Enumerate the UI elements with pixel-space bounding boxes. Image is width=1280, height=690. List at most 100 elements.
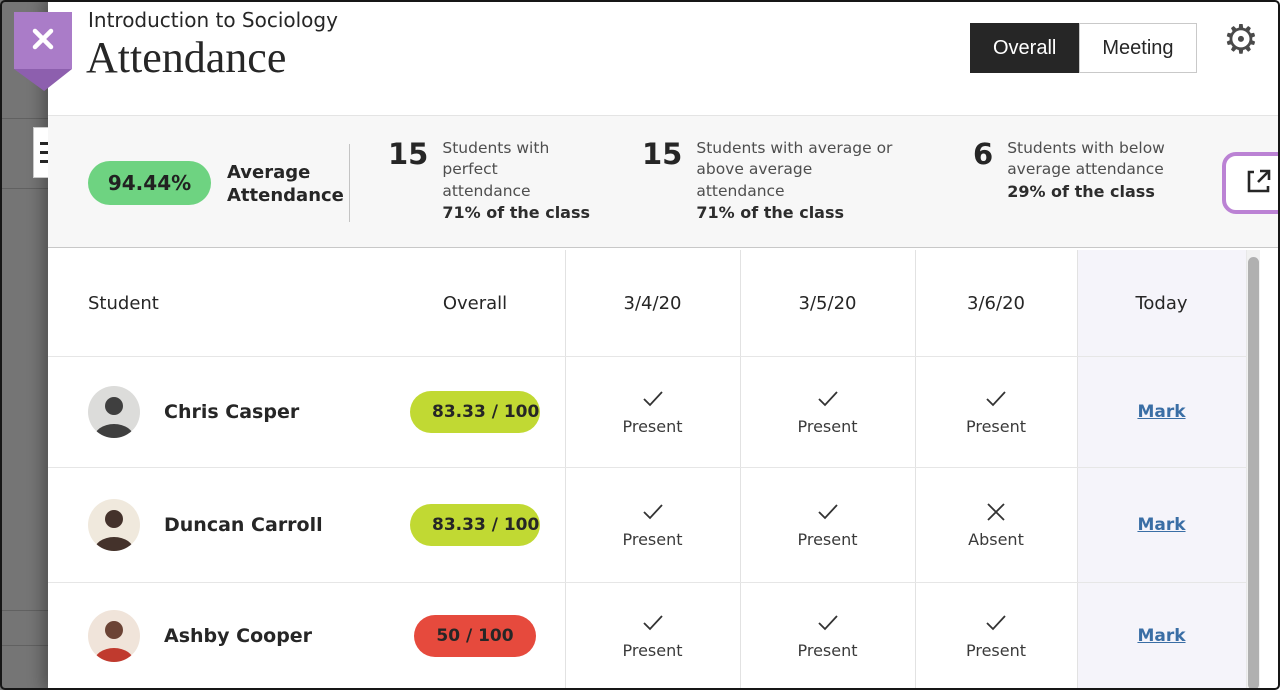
row-divider: [48, 467, 1246, 468]
attendance-status-label: Present: [622, 529, 683, 549]
stat-perfect-attendance: 15 Students with perfect attendance 71% …: [388, 138, 590, 224]
column-header-date: 3/5/20: [798, 292, 857, 314]
attendance-status-label: Present: [965, 641, 1027, 660]
vertical-scrollbar[interactable]: [1248, 257, 1259, 690]
present-check-icon: [984, 612, 1008, 634]
attendance-status-label: Present: [797, 529, 858, 549]
present-check-icon: [641, 501, 665, 523]
overall-score-pill: 83.33 / 100: [410, 390, 540, 433]
overall-tab[interactable]: Overall: [970, 23, 1080, 73]
absent-x-icon: [985, 501, 1007, 523]
sidebar-divider: [0, 188, 48, 189]
course-title: Introduction to Sociology: [88, 8, 338, 32]
average-attendance-pill: 94.44%: [88, 161, 211, 205]
average-attendance-label: Average Attendance: [227, 162, 344, 207]
present-check-icon: [816, 501, 840, 523]
stat-description: Students with average or above average a…: [696, 139, 893, 200]
stats-divider: [349, 144, 350, 222]
hamburger-icon: [40, 151, 54, 154]
close-x-icon: [29, 25, 57, 57]
attendance-status-label: Present: [622, 416, 683, 436]
attendance-cell[interactable]: Present: [915, 582, 1077, 690]
export-new-window-icon: [1242, 165, 1274, 201]
attendance-status-label: Absent: [968, 529, 1024, 549]
overall-score-pill: 83.33 / 100: [410, 503, 540, 546]
attendance-cell[interactable]: Present: [565, 467, 740, 582]
hamburger-icon: [40, 142, 54, 145]
column-divider: [915, 250, 916, 690]
stat-description: Students with below average attendance: [1007, 139, 1165, 179]
today-cell: Mark: [1077, 356, 1246, 467]
today-cell: Mark: [1077, 467, 1246, 582]
today-cell: Mark: [1077, 582, 1246, 690]
stat-highlight: 29% of the class: [1007, 181, 1155, 201]
view-toggle-group: Overall Meeting: [970, 23, 1197, 73]
present-check-icon: [984, 388, 1008, 410]
column-divider: [740, 250, 741, 690]
attendance-status-label: Present: [965, 416, 1027, 436]
attendance-status-label: Present: [797, 416, 858, 436]
mark-attendance-link[interactable]: Mark: [1137, 401, 1186, 422]
row-divider: [48, 582, 1246, 583]
today-column-background: [1077, 250, 1246, 690]
attendance-cell[interactable]: Present: [740, 467, 915, 582]
column-divider: [1246, 250, 1247, 690]
overall-score-cell: 83.33 / 100: [410, 356, 540, 467]
table-row-student: Ashby Cooper: [88, 582, 418, 690]
student-avatar: [88, 498, 140, 551]
summary-stats-bar: 94.44% Average Attendance 15 Students wi…: [48, 116, 1280, 248]
hamburger-icon: [40, 160, 54, 163]
attendance-cell[interactable]: Present: [740, 582, 915, 690]
meeting-tab[interactable]: Meeting: [1079, 23, 1197, 73]
attendance-status-label: Present: [797, 641, 858, 660]
settings-gear-icon[interactable]: ⚙︎: [1223, 17, 1259, 63]
stat-highlight: 71% of the class: [696, 203, 845, 223]
attendance-cell[interactable]: Absent: [915, 467, 1077, 582]
attendance-cell[interactable]: Present: [915, 356, 1077, 467]
stat-above-average: 15 Students with average or above averag…: [642, 138, 898, 224]
stat-count: 6: [973, 137, 994, 171]
sidebar-divider: [0, 645, 48, 646]
column-divider: [565, 250, 566, 690]
attendance-cell[interactable]: Present: [565, 356, 740, 467]
stat-below-average: 6 Students with below average attendance…: [973, 138, 1175, 203]
mark-attendance-link[interactable]: Mark: [1137, 626, 1186, 646]
column-header-today: Today: [1135, 292, 1188, 314]
student-avatar: [88, 610, 140, 662]
attendance-cell[interactable]: Present: [565, 582, 740, 690]
overall-score-cell: 83.33 / 100: [410, 467, 540, 582]
close-panel-button[interactable]: [14, 12, 72, 69]
stat-highlight: 71% of the class: [442, 203, 591, 223]
student-name: Duncan Carroll: [164, 513, 323, 536]
column-divider: [1077, 250, 1078, 690]
present-check-icon: [816, 612, 840, 634]
present-check-icon: [641, 388, 665, 410]
column-header-date: 3/6/20: [967, 292, 1025, 314]
export-attendance-button[interactable]: [1222, 152, 1280, 214]
student-name: Ashby Cooper: [164, 625, 313, 647]
page-title: Attendance: [86, 33, 287, 82]
table-row-student: Chris Casper: [88, 356, 418, 467]
sidebar-divider: [0, 610, 48, 611]
row-divider: [48, 356, 1246, 357]
table-row-student: Duncan Carroll: [88, 467, 418, 582]
header-divider: [48, 115, 1280, 116]
overall-score-cell: 50 / 100: [410, 582, 540, 690]
column-header-student: Student: [88, 292, 159, 314]
sidebar-divider: [0, 118, 48, 119]
student-avatar: [88, 385, 140, 438]
present-check-icon: [641, 612, 665, 634]
background-sidebar: [0, 0, 48, 690]
column-header-date: 3/4/20: [623, 292, 682, 314]
mark-attendance-link[interactable]: Mark: [1137, 514, 1186, 535]
stat-description: Students with perfect attendance: [442, 139, 550, 200]
attendance-status-label: Present: [622, 641, 683, 660]
overall-score-pill: 50 / 100: [414, 615, 536, 657]
column-header-overall: Overall: [442, 292, 508, 314]
present-check-icon: [816, 388, 840, 410]
student-name: Chris Casper: [164, 400, 300, 423]
stat-count: 15: [642, 137, 683, 171]
stat-count: 15: [388, 137, 429, 171]
attendance-cell[interactable]: Present: [740, 356, 915, 467]
